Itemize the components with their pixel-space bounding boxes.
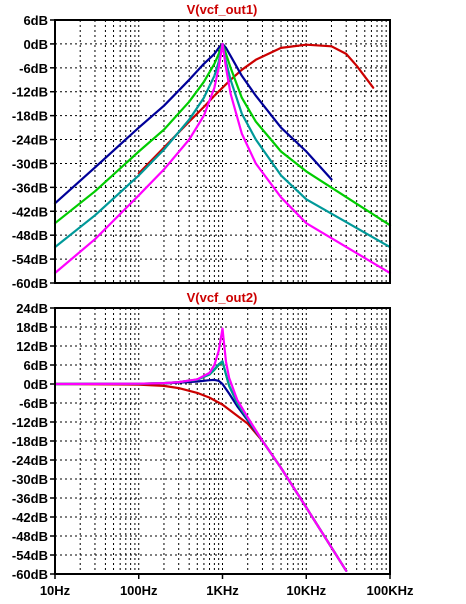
y-tick-label: -48dB — [12, 529, 48, 544]
series-line-5 — [53, 42, 392, 275]
y-tick-label: 18dB — [16, 320, 48, 335]
grid-lines — [55, 20, 390, 283]
x-tick-label: 1KHz — [206, 583, 239, 598]
x-tick-label: 100Hz — [120, 583, 158, 598]
y-tick-label: -6dB — [19, 396, 48, 411]
y-tick-label: -42dB — [12, 510, 48, 525]
chart-panel-vcf-out1: V(vcf_out1) 6dB 0dB -6dB -12dB -18dB -24dB -30… — [12, 2, 392, 291]
y-tick-label: 24dB — [16, 301, 48, 316]
y-tick-label: -30dB — [12, 156, 48, 171]
series-line-1 — [137, 43, 375, 175]
y-tick-label: -60dB — [12, 276, 48, 291]
y-tick-label: 6dB — [23, 13, 48, 28]
y-axis-ticks: 24dB 18dB 12dB 6dB 0dB -6dB -12dB -18dB -24dB -30… — [12, 301, 55, 582]
y-axis-ticks: 6dB 0dB -6dB -12dB -18dB -24dB -30dB -36dB -42dB… — [12, 13, 55, 291]
y-tick-label: -36dB — [12, 180, 48, 195]
series-lines — [53, 327, 348, 572]
y-tick-label: -6dB — [19, 61, 48, 76]
x-tick-label: 100KHz — [367, 583, 414, 598]
y-tick-label: 0dB — [23, 377, 48, 392]
grid-lines — [55, 308, 390, 574]
chart-title: V(vcf_out1) — [187, 2, 258, 17]
plot-frame — [54, 19, 391, 284]
x-tick-label: 10KHz — [286, 583, 326, 598]
y-tick-label: -24dB — [12, 133, 48, 148]
series-line-5 — [53, 327, 348, 572]
y-tick-label: -42dB — [12, 204, 48, 219]
y-tick-label: -60dB — [12, 567, 48, 582]
y-tick-label: -18dB — [12, 434, 48, 449]
y-tick-label: -36dB — [12, 491, 48, 506]
series-lines — [53, 42, 392, 275]
series-line-1 — [53, 382, 348, 572]
y-tick-label: 6dB — [23, 358, 48, 373]
y-tick-label: 0dB — [23, 37, 48, 52]
y-tick-label: -54dB — [12, 548, 48, 563]
chart-title: V(vcf_out2) — [187, 290, 258, 305]
y-tick-label: -24dB — [12, 453, 48, 468]
y-tick-label: -12dB — [12, 415, 48, 430]
chart-panel-vcf-out2: V(vcf_out2) 24dB 18dB 12dB 6dB 0dB -6dB -12dB -… — [12, 290, 414, 598]
y-tick-label: -12dB — [12, 85, 48, 100]
y-tick-label: 12dB — [16, 339, 48, 354]
x-tick-label: 10Hz — [40, 583, 71, 598]
y-tick-label: -30dB — [12, 472, 48, 487]
plot-frame — [54, 307, 391, 575]
y-tick-label: -18dB — [12, 109, 48, 124]
y-tick-label: -48dB — [12, 228, 48, 243]
y-tick-label: -54dB — [12, 252, 48, 267]
x-axis-ticks: 10Hz 100Hz 1KHz 10KHz 100KHz — [40, 574, 414, 598]
